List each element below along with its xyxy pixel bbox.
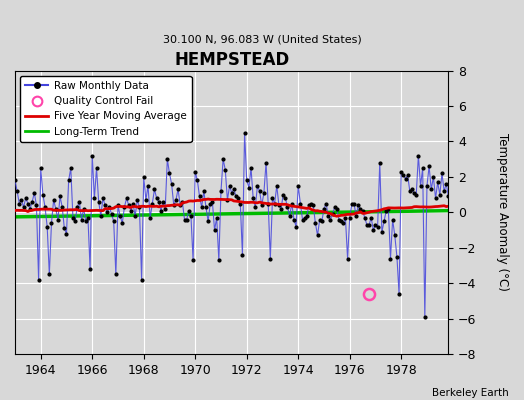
Y-axis label: Temperature Anomaly (°C): Temperature Anomaly (°C) <box>496 134 509 291</box>
Title: HEMPSTEAD: HEMPSTEAD <box>174 51 289 69</box>
Text: 30.100 N, 96.083 W (United States): 30.100 N, 96.083 W (United States) <box>162 34 362 44</box>
Legend: Raw Monthly Data, Quality Control Fail, Five Year Moving Average, Long-Term Tren: Raw Monthly Data, Quality Control Fail, … <box>20 76 191 142</box>
Text: Berkeley Earth: Berkeley Earth <box>432 388 508 398</box>
